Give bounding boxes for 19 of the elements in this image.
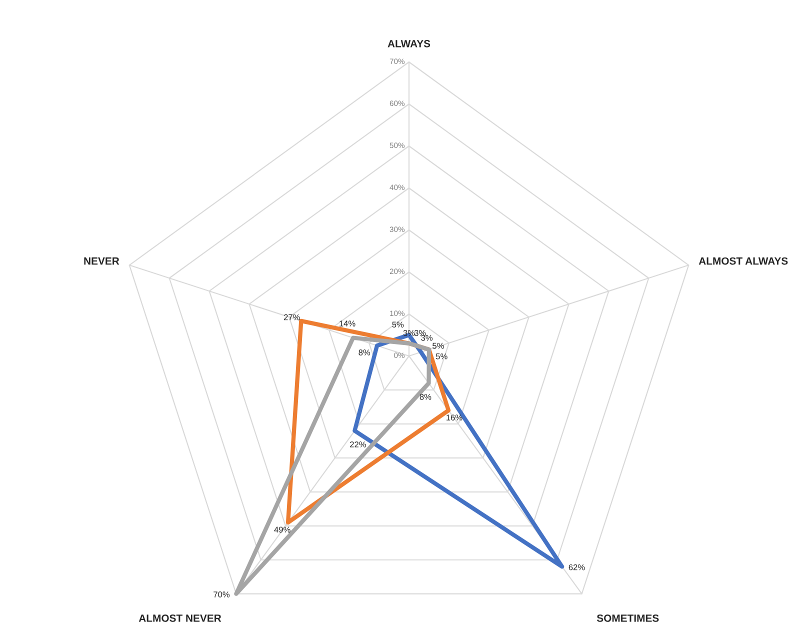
data-label: 22% <box>350 441 366 448</box>
data-label: 70% <box>214 592 230 598</box>
spoke-label: ALMOST NEVER <box>138 614 222 622</box>
data-label: 3% <box>421 334 433 341</box>
spoke-label: NEVER <box>84 257 120 265</box>
data-label: 8% <box>420 394 432 400</box>
data-label: 3% <box>414 330 426 336</box>
data-label: 49% <box>274 526 290 533</box>
data-label: 5% <box>392 322 404 328</box>
spoke-label: ALMOST ALWAYS <box>698 257 788 265</box>
data-label: 27% <box>284 314 300 320</box>
data-label: 16% <box>446 414 462 420</box>
spoke-label: ALWAYS <box>388 40 430 48</box>
spoke-label: SOMETIMES <box>596 614 659 622</box>
data-label: 5% <box>432 342 444 349</box>
data-label: 8% <box>358 350 370 356</box>
data-label: 5% <box>436 353 448 360</box>
data-label: 62% <box>568 564 585 570</box>
data-label: 14% <box>340 320 356 326</box>
